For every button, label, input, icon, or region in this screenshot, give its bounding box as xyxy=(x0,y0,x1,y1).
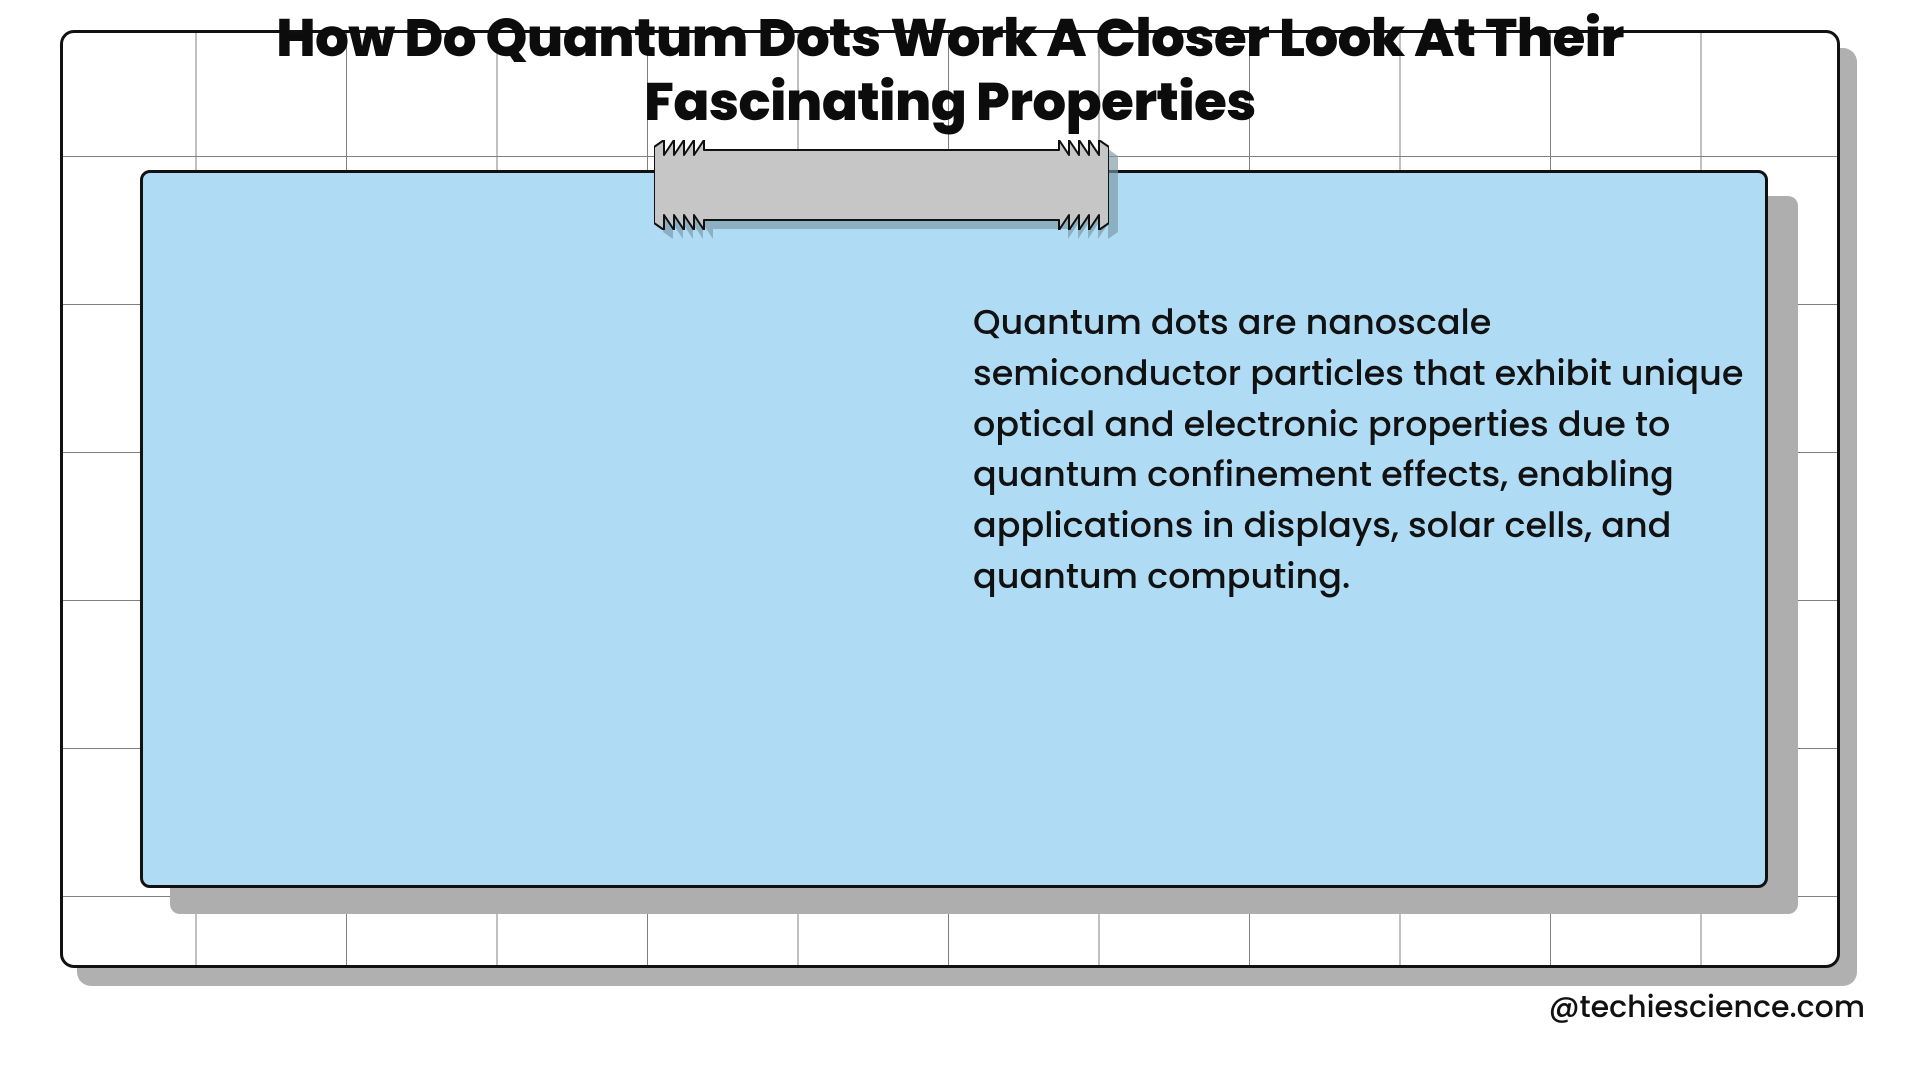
page-title: How Do Quantum Dots Work A Closer Look A… xyxy=(60,6,1840,133)
infographic-stage: How Do Quantum Dots Work A Closer Look A… xyxy=(0,0,1920,1080)
tape-icon xyxy=(654,140,1109,240)
note-card: Quantum dots are nanoscale semiconductor… xyxy=(140,170,1768,888)
note-body-text: Quantum dots are nanoscale semiconductor… xyxy=(973,298,1763,603)
attribution-text: @techiescience.com xyxy=(1549,984,1865,1030)
